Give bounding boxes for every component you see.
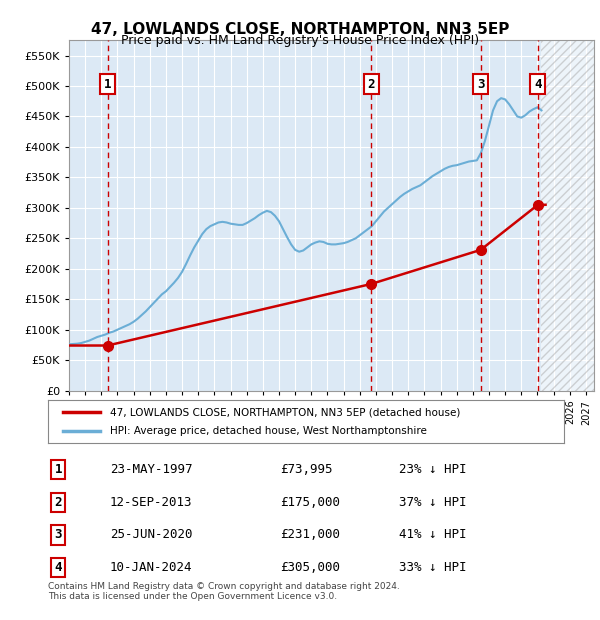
Text: 1: 1	[104, 78, 112, 91]
Text: 1: 1	[55, 463, 62, 476]
Text: 23% ↓ HPI: 23% ↓ HPI	[399, 463, 466, 476]
Text: Contains HM Land Registry data © Crown copyright and database right 2024.
This d: Contains HM Land Registry data © Crown c…	[48, 582, 400, 601]
Text: 4: 4	[534, 78, 542, 91]
Text: 37% ↓ HPI: 37% ↓ HPI	[399, 496, 466, 509]
Text: 23-MAY-1997: 23-MAY-1997	[110, 463, 193, 476]
Text: £175,000: £175,000	[280, 496, 340, 509]
Text: 33% ↓ HPI: 33% ↓ HPI	[399, 561, 466, 574]
Bar	[541, 40, 594, 391]
Text: 10-JAN-2024: 10-JAN-2024	[110, 561, 193, 574]
Text: 12-SEP-2013: 12-SEP-2013	[110, 496, 193, 509]
Text: 2: 2	[55, 496, 62, 509]
Text: £305,000: £305,000	[280, 561, 340, 574]
Text: 4: 4	[55, 561, 62, 574]
Text: 2: 2	[367, 78, 375, 91]
Text: HPI: Average price, detached house, West Northamptonshire: HPI: Average price, detached house, West…	[110, 426, 427, 436]
Text: 25-JUN-2020: 25-JUN-2020	[110, 528, 193, 541]
Text: £231,000: £231,000	[280, 528, 340, 541]
Text: 3: 3	[55, 528, 62, 541]
Text: 47, LOWLANDS CLOSE, NORTHAMPTON, NN3 5EP: 47, LOWLANDS CLOSE, NORTHAMPTON, NN3 5EP	[91, 22, 509, 37]
Text: 47, LOWLANDS CLOSE, NORTHAMPTON, NN3 5EP (detached house): 47, LOWLANDS CLOSE, NORTHAMPTON, NN3 5EP…	[110, 407, 460, 417]
Text: £73,995: £73,995	[280, 463, 333, 476]
Text: 3: 3	[477, 78, 484, 91]
Text: 41% ↓ HPI: 41% ↓ HPI	[399, 528, 466, 541]
Text: Price paid vs. HM Land Registry's House Price Index (HPI): Price paid vs. HM Land Registry's House …	[121, 34, 479, 47]
